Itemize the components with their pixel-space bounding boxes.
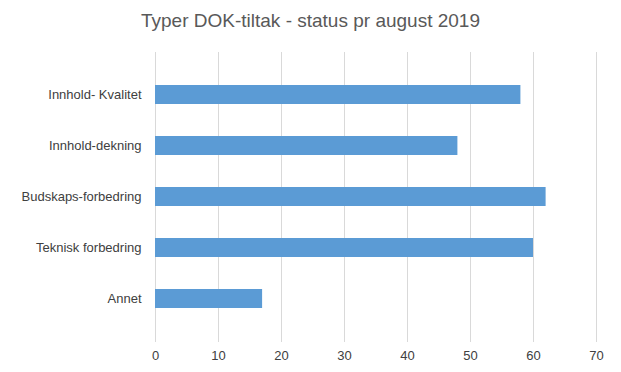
svg-text:Budskaps-forbedring: Budskaps-forbedring [22,189,142,204]
svg-text:Teknisk forbedring: Teknisk forbedring [36,240,142,255]
svg-text:20: 20 [274,348,288,363]
svg-text:Annet: Annet [108,291,142,306]
svg-text:40: 40 [400,348,414,363]
html-text:Typer DOK-tiltak - status pr a: Typer DOK-tiltak - status pr august 2019 [141,10,480,31]
svg-text:60: 60 [526,348,540,363]
svg-text:70: 70 [589,348,603,363]
svg-text:0: 0 [152,348,159,363]
svg-text:Innhold-dekning: Innhold-dekning [49,138,142,153]
svg-text:50: 50 [463,348,477,363]
svg-text:10: 10 [211,348,225,363]
svg-text:Innhold- Kvalitet: Innhold- Kvalitet [48,87,142,102]
svg-text:30: 30 [337,348,351,363]
